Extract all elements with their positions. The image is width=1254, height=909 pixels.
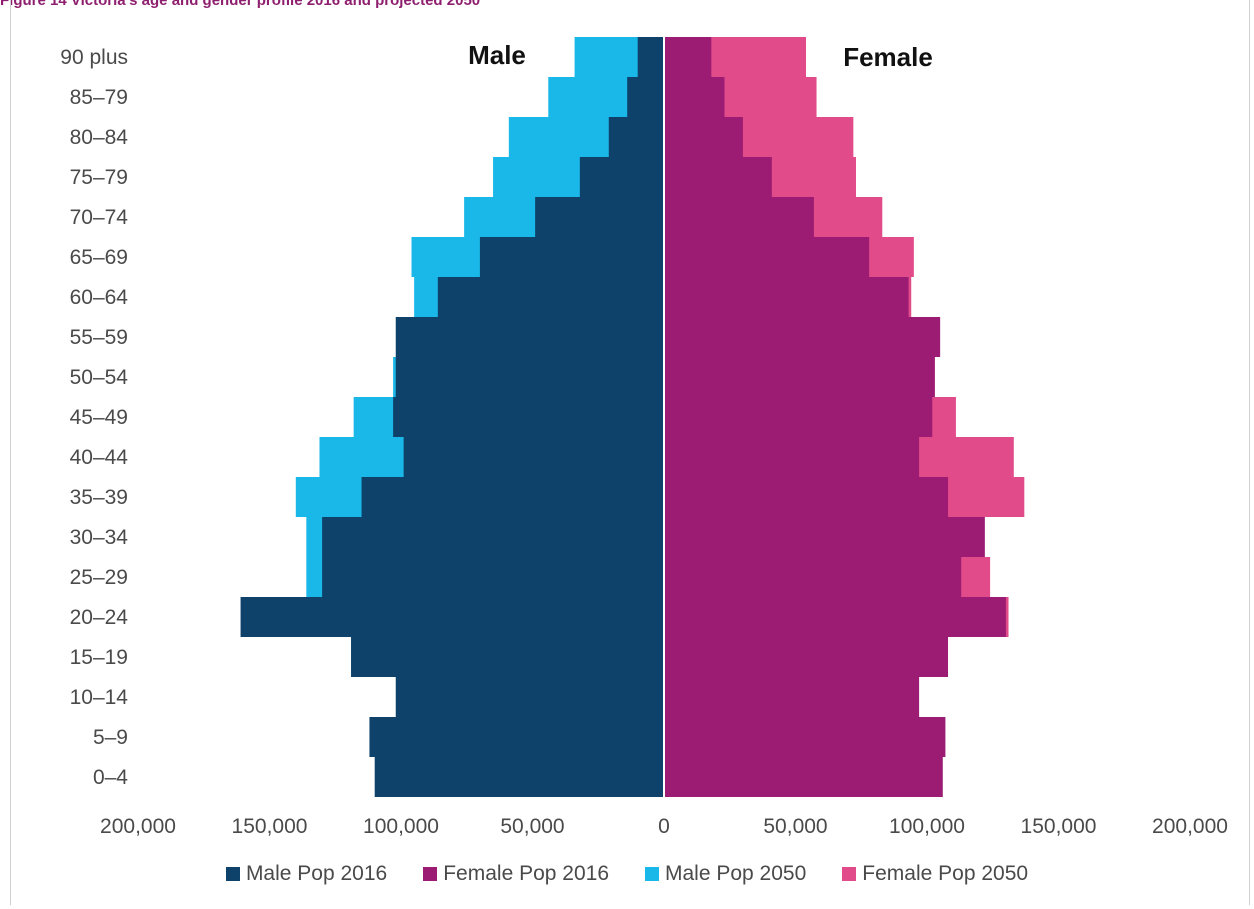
- legend-label-female-2050: Female Pop 2050: [862, 862, 1029, 885]
- figure-caption: Figure 14 Victoria's age and gender prof…: [0, 0, 481, 9]
- bar-male-pop-2016-5-9: [369, 717, 664, 757]
- x-tick-label-8: 200,000: [1152, 815, 1228, 838]
- bar-female-pop-2016-35-39: [664, 477, 949, 517]
- bar-male-pop-2016-55-59: [395, 317, 664, 357]
- age-label-65-69: 65–69: [70, 246, 128, 269]
- bar-male-pop-2016-85-79: [627, 77, 664, 117]
- population-pyramid-chart: 0–4 5–9 10–14 15–19 20–24 25–29 30–34 35–39 40–4…: [60, 37, 1228, 838]
- x-tick-label-4: 0: [658, 815, 670, 838]
- bar-female-pop-2016-10-14: [664, 677, 920, 717]
- age-label-10-14: 10–14: [70, 686, 129, 709]
- bar-female-pop-2016-45-49: [664, 397, 933, 437]
- x-tick-label-3: 50,000: [500, 815, 564, 838]
- age-label-90-plus: 90 plus: [60, 46, 128, 69]
- population-tick-labels: 200,000 150,000 100,000 50,000 0 50,000 100,00…: [100, 815, 1228, 838]
- age-label-15-19: 15–19: [70, 646, 128, 669]
- legend-label-male-2050: Male Pop 2050: [665, 862, 807, 885]
- bar-female-pop-2016-85-79: [664, 77, 725, 117]
- bar-female-pop-2016-55-59: [664, 317, 941, 357]
- female-side-title: Female: [843, 42, 933, 72]
- legend-swatch-male-2050: [645, 867, 659, 881]
- bar-male-pop-2016-65-69: [479, 237, 664, 277]
- chart-frame: [10, 0, 1250, 905]
- bar-female-pop-2016-50-54: [664, 357, 935, 397]
- bar-male-pop-2016-75-79: [579, 157, 664, 197]
- bar-female-pop-2016-90-plus: [664, 37, 712, 77]
- age-group-labels: 0–4 5–9 10–14 15–19 20–24 25–29 30–34 35–39 40–4…: [60, 46, 128, 789]
- age-label-60-64: 60–64: [70, 286, 129, 309]
- legend-item-male-2050: Male Pop 2050: [645, 862, 806, 886]
- bar-male-pop-2016-50-54: [395, 357, 664, 397]
- age-label-25-29: 25–29: [70, 566, 128, 589]
- bars-2016-layer: [240, 37, 1006, 797]
- male-side-title: Male: [468, 40, 526, 70]
- age-label-80-84: 80–84: [70, 126, 129, 149]
- bar-male-pop-2016-15-19: [351, 637, 664, 677]
- bar-female-pop-2016-80-84: [664, 117, 743, 157]
- legend-swatch-female-2016: [423, 867, 438, 881]
- age-label-75-79: 75–79: [70, 166, 128, 189]
- bar-female-pop-2016-5-9: [664, 717, 946, 757]
- bar-female-pop-2016-65-69: [664, 237, 870, 277]
- age-label-45-49: 45–49: [70, 406, 128, 429]
- age-label-35-39: 35–39: [70, 486, 128, 509]
- legend-item-female-2016: Female Pop 2016: [423, 862, 609, 886]
- age-label-20-24: 20–24: [70, 606, 129, 629]
- x-tick-label-6: 100,000: [889, 815, 965, 838]
- bar-female-pop-2016-20-24: [664, 597, 1006, 637]
- age-label-40-44: 40–44: [70, 446, 129, 469]
- bar-female-pop-2016-70-74: [664, 197, 814, 237]
- bar-female-pop-2016-30-34: [664, 517, 985, 557]
- legend-item-female-2050: Female Pop 2050: [842, 862, 1028, 886]
- legend-label-female-2016: Female Pop 2016: [443, 862, 609, 885]
- age-label-30-34: 30–34: [70, 526, 129, 549]
- bar-male-pop-2016-70-74: [535, 197, 664, 237]
- x-tick-label-0: 200,000: [100, 815, 176, 838]
- bar-male-pop-2016-10-14: [395, 677, 664, 717]
- bar-female-pop-2016-15-19: [664, 637, 949, 677]
- bar-female-pop-2016-40-44: [664, 437, 920, 477]
- age-label-70-74: 70–74: [70, 206, 129, 229]
- bar-male-pop-2016-35-39: [361, 477, 664, 517]
- bar-male-pop-2016-80-84: [608, 117, 664, 157]
- chart-legend: Male Pop 2016 Female Pop 2016 Male Pop 2…: [0, 862, 1254, 886]
- bar-male-pop-2016-25-29: [322, 557, 664, 597]
- age-label-5-9: 5–9: [93, 726, 128, 749]
- age-label-55-59: 55–59: [70, 326, 128, 349]
- x-tick-label-1: 150,000: [232, 815, 308, 838]
- x-tick-label-5: 50,000: [763, 815, 827, 838]
- bar-female-pop-2016-25-29: [664, 557, 962, 597]
- x-tick-label-7: 150,000: [1021, 815, 1097, 838]
- bar-male-pop-2016-60-64: [437, 277, 664, 317]
- legend-swatch-male-2016: [225, 867, 240, 881]
- legend-item-male-2016: Male Pop 2016: [225, 862, 388, 886]
- x-tick-label-2: 100,000: [363, 815, 439, 838]
- legend-swatch-female-2050: [842, 867, 857, 881]
- legend-label-male-2016: Male Pop 2016: [245, 862, 388, 885]
- bar-male-pop-2016-90-plus: [637, 37, 664, 77]
- bar-male-pop-2016-45-49: [393, 397, 664, 437]
- bar-male-pop-2016-30-34: [322, 517, 664, 557]
- bar-female-pop-2016-75-79: [664, 157, 772, 197]
- age-label-50-54: 50–54: [70, 366, 129, 389]
- age-label-0-4: 0–4: [93, 766, 128, 789]
- bar-male-pop-2016-0-4: [374, 757, 664, 797]
- bar-female-pop-2016-0-4: [664, 757, 943, 797]
- bar-male-pop-2016-20-24: [240, 597, 664, 637]
- age-label-85-79: 85–79: [70, 86, 128, 109]
- bar-female-pop-2016-60-64: [664, 277, 909, 317]
- bar-male-pop-2016-40-44: [403, 437, 664, 477]
